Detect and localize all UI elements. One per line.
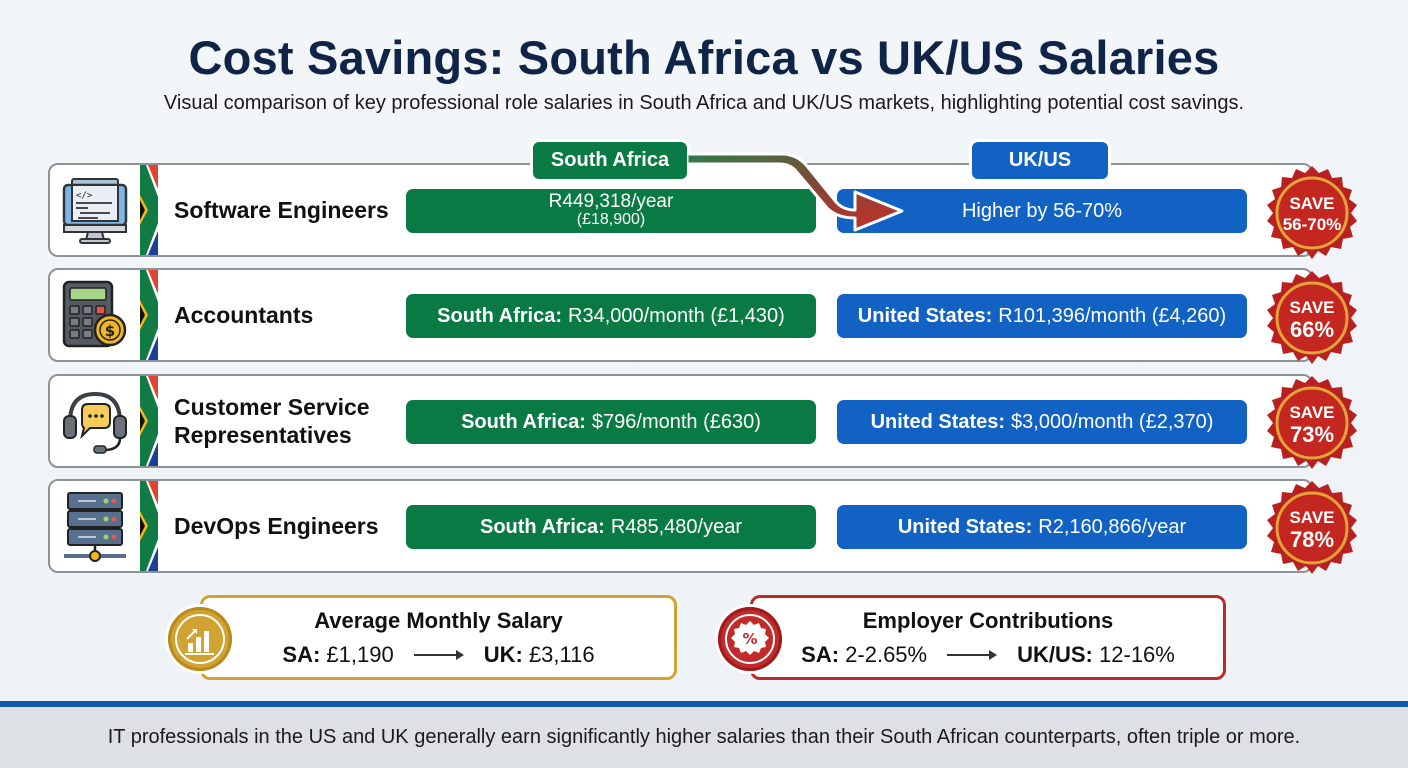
right-arrow-icon bbox=[413, 650, 464, 660]
callout-title: Average Monthly Salary bbox=[314, 608, 563, 633]
uk-salary-value: Higher by 56-70% bbox=[961, 199, 1123, 222]
seal-value: 56-70% bbox=[1282, 215, 1342, 234]
savings-seal-badge: SAVE 73% bbox=[1262, 374, 1362, 474]
sa-salary-gbp: (£18,900) bbox=[576, 211, 646, 228]
seal-icon bbox=[1267, 166, 1357, 259]
sa-salary-value: R34,000/month (£1,430) bbox=[568, 304, 785, 327]
role-label: DevOps Engineers bbox=[174, 513, 379, 539]
callout-title: Employer Contributions bbox=[862, 608, 1114, 633]
sa-salary-pill: South Africa: $796/month (£630) bbox=[406, 400, 816, 444]
south-africa-flag-stripe bbox=[140, 376, 158, 466]
calculator-coin-icon: $ bbox=[58, 278, 132, 352]
sa-label: South Africa: bbox=[437, 304, 562, 327]
column-header-uk-us: UK/US bbox=[972, 142, 1108, 179]
seal-value: 78% bbox=[1289, 527, 1335, 552]
south-africa-flag-stripe bbox=[140, 270, 158, 360]
sa-contribution-value: 2-2.65% bbox=[845, 642, 928, 667]
sa-label: South Africa: bbox=[479, 515, 605, 538]
uk-salary-pill: Higher by 56-70% bbox=[837, 189, 1247, 233]
uk-salary-pill: United States: R2,160,866/year bbox=[837, 505, 1247, 549]
us-salary-value: R2,160,866/year bbox=[1038, 515, 1187, 538]
sa-label: South Africa: bbox=[461, 410, 586, 433]
employer-contributions-callout: Employer Contributions SA: 2-2.65% UK/US… bbox=[750, 595, 1226, 680]
sa-salary-value: R485,480/year bbox=[610, 515, 743, 538]
row-customer-service: Customer Service Representatives South A… bbox=[48, 374, 1313, 468]
page-subtitle: Visual comparison of key professional ro… bbox=[163, 92, 1245, 114]
savings-seal-badge: SAVE 56-70% bbox=[1262, 164, 1362, 264]
bar-chart-growth-icon bbox=[168, 607, 232, 671]
average-salary-callout: Average Monthly Salary SA: £1,190 UK: £3… bbox=[200, 595, 677, 680]
savings-seal-badge: SAVE 78% bbox=[1262, 479, 1362, 579]
uk-us-contribution-value: 12-16% bbox=[1099, 642, 1175, 667]
seal-icon bbox=[1267, 481, 1357, 574]
svg-text:</>: </> bbox=[76, 191, 93, 201]
headset-chat-icon bbox=[58, 384, 132, 458]
right-arrow-icon bbox=[947, 650, 998, 660]
savings-seal-badge: SAVE 66% bbox=[1262, 269, 1362, 369]
server-network-icon bbox=[58, 489, 132, 563]
column-header-south-africa: South Africa bbox=[533, 142, 687, 179]
us-label: United States: bbox=[870, 410, 1006, 433]
us-salary-value: R101,396/month (£4,260) bbox=[998, 304, 1227, 327]
sa-salary-value: R449,318/year bbox=[548, 191, 674, 212]
uk-label: UK: bbox=[483, 642, 523, 667]
footer-text: IT professionals in the US and UK genera… bbox=[107, 726, 1301, 748]
us-label: United States: bbox=[897, 515, 1033, 538]
page-title: Cost Savings: South Africa vs UK/US Sala… bbox=[188, 31, 1220, 84]
seal-label: SAVE bbox=[1289, 194, 1335, 213]
seal-icon bbox=[1267, 376, 1357, 469]
svg-text:$: $ bbox=[105, 322, 115, 340]
footer-note: IT professionals in the US and UK genera… bbox=[0, 707, 1408, 768]
row-devops-engineers: DevOps Engineers South Africa: R485,480/… bbox=[48, 479, 1313, 573]
comparison-arrow-icon bbox=[687, 152, 904, 232]
south-africa-flag-stripe bbox=[140, 165, 158, 255]
role-label: Software Engineers bbox=[174, 197, 389, 223]
uk-salary-pill: United States: $3,000/month (£2,370) bbox=[837, 400, 1247, 444]
computer-code-icon: </> bbox=[58, 173, 132, 247]
sa-label: SA: bbox=[282, 642, 321, 667]
uk-average-value: £3,116 bbox=[528, 642, 595, 667]
sa-salary-value: $796/month (£630) bbox=[591, 410, 761, 433]
sa-salary-pill: South Africa: R34,000/month (£1,430) bbox=[406, 294, 816, 338]
footer-divider bbox=[0, 701, 1408, 707]
seal-label: SAVE bbox=[1289, 298, 1335, 317]
role-label: Accountants bbox=[174, 302, 314, 328]
percent-badge-icon: % bbox=[718, 607, 782, 671]
uk-us-label: UK/US: bbox=[1017, 642, 1093, 667]
sa-average-value: £1,190 bbox=[326, 642, 394, 667]
row-accountants: $ Accountants South Africa: R34,000/mont… bbox=[48, 268, 1313, 362]
sa-label: SA: bbox=[801, 642, 840, 667]
us-salary-value: $3,000/month (£2,370) bbox=[1011, 410, 1214, 433]
seal-label: SAVE bbox=[1289, 508, 1335, 527]
sa-salary-pill: R449,318/year (£18,900) bbox=[406, 189, 816, 233]
seal-value: 66% bbox=[1289, 317, 1335, 342]
sa-salary-pill: South Africa: R485,480/year bbox=[406, 505, 816, 549]
seal-icon bbox=[1267, 271, 1357, 364]
us-label: United States: bbox=[857, 304, 993, 327]
role-label: Customer Service Representatives bbox=[174, 394, 370, 448]
svg-text:%: % bbox=[742, 630, 757, 648]
uk-salary-pill: United States: R101,396/month (£4,260) bbox=[837, 294, 1247, 338]
seal-value: 73% bbox=[1289, 422, 1335, 447]
seal-label: SAVE bbox=[1289, 403, 1335, 422]
south-africa-flag-stripe bbox=[140, 481, 158, 571]
